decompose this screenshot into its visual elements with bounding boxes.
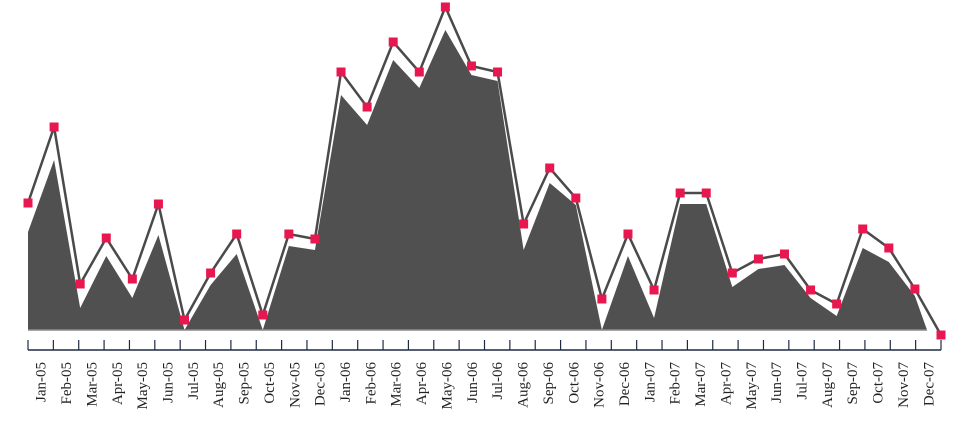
x-tick-label: Jan-06 (338, 362, 354, 402)
x-tick-label: Aug-06 (516, 362, 532, 408)
area-series (28, 30, 927, 330)
line-layer (26, 3, 943, 336)
x-tick-label: Mar-07 (693, 362, 709, 407)
x-tick-label: May-07 (744, 362, 760, 410)
x-tick-label: Feb-06 (363, 362, 379, 405)
data-point-marker (806, 285, 816, 295)
x-tick-label: Nov-07 (896, 362, 912, 408)
data-point-marker (232, 229, 242, 239)
x-tick-label: Nov-05 (287, 362, 303, 408)
data-point-marker (701, 188, 711, 198)
data-point-marker (466, 61, 476, 71)
data-point-marker (675, 188, 685, 198)
data-point-marker (258, 310, 268, 320)
x-axis (27, 340, 942, 351)
data-point-marker (23, 198, 33, 208)
x-tick-label: Mar-05 (84, 362, 100, 407)
data-point-marker (153, 199, 163, 209)
data-point-marker (180, 315, 190, 325)
x-tick-label: Jan-05 (34, 362, 50, 402)
x-tick-label: Oct-07 (871, 362, 887, 404)
data-point-marker (75, 279, 85, 289)
x-tick-label: Mar-06 (389, 362, 405, 407)
data-point-marker (858, 224, 868, 234)
x-tick-label: May-06 (439, 362, 455, 410)
x-tick-label: Jul-07 (795, 362, 811, 400)
data-point-marker (936, 330, 946, 340)
marker-layer (23, 2, 946, 340)
x-tick-label: Aug-07 (820, 362, 836, 408)
data-point-marker (753, 254, 763, 264)
data-point-marker (649, 285, 659, 295)
x-tick-label: Sep-05 (237, 362, 253, 405)
x-tick-label: Jan-07 (642, 362, 658, 402)
area-layer (28, 30, 927, 331)
data-point-marker (414, 67, 424, 77)
data-point-marker (101, 233, 111, 243)
data-point-marker (388, 37, 398, 47)
x-tick-label: Oct-05 (262, 362, 278, 404)
data-point-marker (884, 243, 894, 253)
data-point-marker (779, 249, 789, 259)
x-tick-label: Jul-05 (186, 362, 202, 400)
data-point-marker (910, 284, 920, 294)
x-tick-label: Feb-07 (668, 362, 684, 405)
x-tick-label: Jun-06 (465, 362, 481, 403)
data-point-marker (206, 268, 216, 278)
x-tick-labels: Jan-05 Feb-05 Mar-05 Apr-05 May-05 Jun-05 Jul-… (34, 362, 938, 410)
x-tick-label: Dec-07 (921, 362, 937, 407)
data-point-marker (336, 67, 346, 77)
x-tick-label: Jun-07 (769, 362, 785, 403)
data-point-marker (623, 229, 633, 239)
x-tick-label: Oct-06 (566, 362, 582, 404)
data-point-marker (597, 294, 607, 304)
x-tick-label: Apr-07 (718, 362, 734, 406)
x-tick-label: Jun-05 (160, 362, 176, 403)
data-point-marker (832, 299, 842, 309)
x-tick-label: Dec-06 (617, 362, 633, 407)
x-tick-label: Jul-06 (490, 362, 506, 400)
data-point-marker (519, 219, 529, 229)
data-point-marker (571, 193, 581, 203)
x-tick-label: May-05 (135, 362, 151, 410)
x-tick-label: Feb-05 (59, 362, 75, 405)
data-point-marker (727, 268, 737, 278)
data-point-marker (127, 274, 137, 284)
x-tick-label: Aug-05 (211, 362, 227, 408)
data-point-marker (440, 2, 450, 12)
data-point-marker (545, 163, 555, 173)
data-point-marker (310, 234, 320, 244)
data-point-marker (362, 102, 372, 112)
x-tick-label: Apr-06 (414, 362, 430, 406)
data-point-marker (284, 229, 294, 239)
x-tick-label: Sep-07 (845, 362, 861, 405)
line-series (26, 3, 943, 336)
x-tick-label: Nov-06 (592, 362, 608, 408)
data-point-marker (493, 67, 503, 77)
x-tick-label: Dec-05 (313, 362, 329, 406)
x-tick-label: Apr-05 (110, 362, 126, 405)
x-tick-label: Sep-06 (541, 362, 557, 405)
data-point-marker (49, 122, 59, 132)
